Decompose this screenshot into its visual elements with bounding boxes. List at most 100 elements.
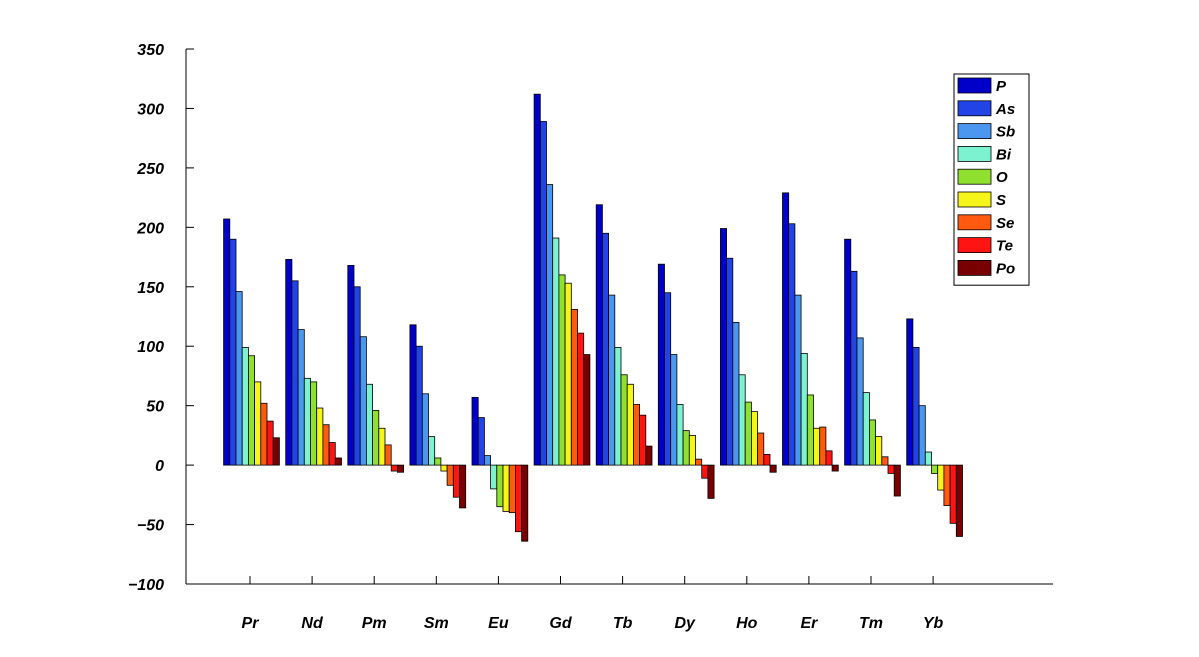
- legend-swatch-s: [957, 191, 992, 208]
- axes: [185, 48, 1053, 585]
- bar-ho-se: [757, 432, 765, 466]
- bar-gd-s: [564, 282, 572, 466]
- bar-tm-po: [893, 464, 901, 497]
- bar-gd-sb: [546, 184, 554, 466]
- bar-pm-sb: [359, 336, 367, 466]
- bar-tm-p: [844, 238, 852, 466]
- bar-pm-po: [396, 464, 404, 473]
- y-tick-label: −50: [137, 518, 164, 535]
- bar-dy-sb: [670, 354, 678, 466]
- bar-tm-as: [850, 270, 858, 466]
- bar-er-te: [825, 450, 833, 466]
- y-tick-label: 0: [155, 458, 164, 475]
- y-tick-label: 300: [137, 101, 164, 118]
- bar-pm-s: [378, 427, 386, 466]
- bar-nd-se: [322, 424, 330, 466]
- bar-er-se: [819, 426, 827, 466]
- y-tick-label: 350: [137, 42, 164, 59]
- bar-pr-bi: [241, 347, 249, 466]
- bar-eu-o: [496, 464, 504, 508]
- legend-swatch-p: [957, 77, 992, 94]
- bar-er-po: [831, 464, 839, 472]
- bar-tm-sb: [856, 337, 864, 466]
- bar-gd-as: [539, 121, 547, 466]
- legend: P As Sb Bi OS Se Te Po: [953, 73, 1030, 286]
- x-tick-label-pm: Pm: [362, 615, 387, 632]
- bar-sm-te: [452, 464, 460, 498]
- bar-tm-te: [887, 464, 895, 474]
- bar-dy-o: [682, 430, 690, 466]
- bar-dy-bi: [676, 404, 684, 466]
- bar-gd-po: [583, 354, 591, 466]
- bar-nd-po: [334, 457, 342, 466]
- bar-tb-bi: [614, 347, 622, 466]
- legend-swatch-as: [957, 100, 992, 117]
- bar-tb-po: [645, 445, 653, 466]
- bar-tb-se: [633, 404, 641, 466]
- bar-nd-as: [291, 280, 299, 466]
- bar-pm-se: [384, 444, 392, 466]
- x-tick-label-ho: Ho: [736, 615, 758, 632]
- bar-yb-bi: [924, 451, 932, 466]
- bar-sm-po: [459, 464, 467, 509]
- bar-yb-o: [931, 464, 939, 474]
- y-tick-label: 200: [136, 220, 164, 237]
- x-tick-labels: Pr Nd Pm Sm Eu Gd Tb Dy Ho Er Tm Yb: [242, 615, 944, 632]
- bar-nd-sb: [297, 329, 305, 466]
- bar-ho-o: [744, 401, 752, 466]
- bar-ho-p: [720, 228, 728, 466]
- bar-pm-as: [353, 286, 361, 466]
- x-tick-label-tb: Tb: [613, 615, 633, 632]
- y-tick-label: 250: [136, 161, 164, 178]
- bar-tb-p: [595, 204, 603, 466]
- bar-er-o: [806, 394, 814, 466]
- bar-dy-po: [707, 464, 715, 499]
- bar-sm-se: [446, 464, 454, 486]
- bar-nd-bi: [303, 377, 311, 466]
- y-tick-label: −100: [128, 577, 164, 594]
- legend-label-po: Po: [996, 260, 1015, 277]
- y-tick-labels: 350 300 250 200 150 100 50 0 −50 −100: [128, 42, 164, 594]
- bar-nd-te: [328, 442, 336, 466]
- x-tick-label-yb: Yb: [923, 615, 944, 632]
- bar-yb-se: [943, 464, 951, 506]
- bar-yb-as: [912, 347, 920, 466]
- x-tick-label-sm: Sm: [424, 615, 449, 632]
- y-tick-label: 100: [137, 339, 164, 356]
- y-tick-label: 150: [137, 280, 164, 297]
- bar-er-bi: [800, 352, 808, 466]
- bar-pr-as: [229, 238, 237, 466]
- bar-dy-te: [701, 464, 709, 479]
- bar-tb-as: [602, 232, 610, 466]
- legend-swatch-o: [957, 168, 992, 185]
- bar-yb-te: [949, 464, 957, 524]
- x-tick-label-tm: Tm: [859, 615, 883, 632]
- bars: [223, 93, 963, 542]
- bar-pm-te: [390, 464, 398, 472]
- x-tick-label-er: Er: [800, 615, 818, 632]
- bar-sm-s: [440, 464, 448, 472]
- bar-ho-sb: [732, 322, 740, 466]
- bar-eu-po: [521, 464, 529, 542]
- legend-swatch-sb: [957, 123, 992, 139]
- bar-yb-po: [955, 464, 963, 537]
- legend-label-o: O: [996, 169, 1008, 186]
- legend-swatch-bi: [957, 145, 992, 162]
- bar-gd-p: [533, 93, 541, 466]
- bar-yb-s: [937, 464, 945, 491]
- bar-tb-sb: [608, 294, 616, 466]
- legend-label-as: As: [995, 101, 1015, 118]
- legend-swatch-te: [957, 237, 992, 254]
- bar-sm-p: [409, 324, 417, 466]
- bar-gd-te: [577, 332, 585, 466]
- bar-er-p: [782, 192, 790, 466]
- legend-label-sb: Sb: [996, 124, 1015, 141]
- bar-yb-p: [906, 318, 914, 466]
- bar-tm-se: [881, 456, 889, 466]
- bar-pr-te: [266, 420, 274, 466]
- bar-dy-se: [695, 458, 703, 466]
- bar-pr-se: [260, 402, 268, 466]
- legend-swatch-po: [957, 259, 992, 276]
- bar-ho-as: [726, 257, 734, 466]
- bar-pm-o: [372, 410, 380, 466]
